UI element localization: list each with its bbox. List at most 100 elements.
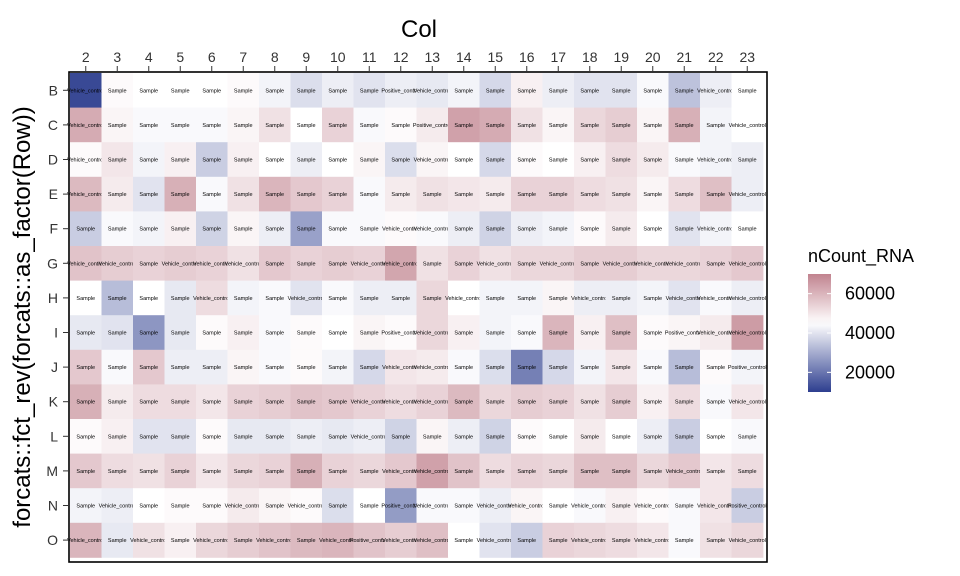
cell-label: Sample: [517, 331, 536, 337]
cell-label: Sample: [360, 331, 379, 337]
heatmap-cell: [479, 176, 512, 212]
heatmap-cell: [227, 73, 260, 108]
y-tick-label: J: [51, 359, 58, 375]
cell-label: Sample: [612, 227, 631, 233]
cell-label: Vehicle_control: [414, 88, 451, 94]
heatmap-cell: [574, 211, 606, 247]
heatmap-cell: [416, 211, 449, 247]
heatmap-cell: [637, 384, 669, 420]
heatmap-cell: [101, 246, 134, 281]
heatmap-cell: [479, 315, 512, 351]
heatmap-cell: [259, 488, 291, 524]
cell-label: Sample: [171, 331, 190, 337]
cell-label: Vehicle_control: [729, 400, 766, 406]
cell-label: Sample: [171, 158, 190, 164]
heatmap-cell: [133, 522, 165, 558]
cell-label: Sample: [423, 261, 442, 267]
heatmap-cell: [196, 73, 228, 108]
cell-label: Vehicle_control: [382, 261, 419, 267]
y-tick-label: M: [46, 463, 58, 479]
cell-label: Vehicle_control: [67, 88, 104, 94]
heatmap-cell: [70, 315, 102, 351]
cell-label: Sample: [76, 365, 95, 371]
cell-label: Sample: [297, 88, 316, 94]
cell-label: Sample: [76, 434, 95, 440]
y-axis: B C D E F G H I J K L M N O: [46, 82, 69, 548]
cell-label: Sample: [706, 123, 725, 129]
cell-label: Sample: [706, 365, 725, 371]
cell-label: Vehicle_control: [414, 469, 451, 475]
cell-label: Sample: [234, 227, 253, 233]
heatmap-cell: [637, 142, 669, 178]
cell-label: Sample: [580, 469, 599, 475]
heatmap-cell: [227, 107, 260, 143]
heatmap-cell: [353, 280, 386, 316]
heatmap-cell: [227, 453, 260, 489]
cell-label: Sample: [265, 227, 284, 233]
heatmap-cell: [668, 211, 701, 247]
heatmap-cell: [700, 142, 732, 178]
cell-label: Sample: [265, 469, 284, 475]
heatmap-cell: [479, 384, 512, 420]
heatmap-cell: [385, 280, 417, 316]
heatmap-cell: [322, 176, 354, 212]
heatmap-cell: [511, 453, 543, 489]
heatmap-cell: [668, 488, 701, 524]
cell-label: Sample: [517, 88, 536, 94]
cell-label: Vehicle_control: [697, 88, 734, 94]
heatmap-cell: [605, 246, 638, 281]
heatmap-cell: [511, 73, 543, 108]
cell-label: Sample: [265, 331, 284, 337]
cell-label: Sample: [454, 261, 473, 267]
cell-label: Sample: [454, 365, 473, 371]
cell-label: Sample: [706, 261, 725, 267]
heatmap-cell: [101, 419, 134, 454]
cell-label: Sample: [202, 331, 221, 337]
x-tick-label: 16: [519, 49, 535, 65]
heatmap-cell: [637, 73, 669, 108]
heatmap-cell: [259, 107, 291, 143]
heatmap-cell: [574, 176, 606, 212]
cell-label: Vehicle_control: [67, 261, 104, 267]
heatmap-cell: [227, 142, 260, 178]
cell-label: Sample: [297, 123, 316, 129]
cell-label: Sample: [297, 261, 316, 267]
heatmap-cell: [668, 142, 701, 178]
heatmap-cell: [133, 246, 165, 281]
x-tick-label: 19: [613, 49, 629, 65]
cell-label: Vehicle_control: [729, 331, 766, 337]
heatmap-cell: [731, 522, 764, 558]
heatmap-cell: [259, 349, 291, 385]
cell-label: Sample: [139, 261, 158, 267]
cell-label: Sample: [139, 400, 158, 406]
heatmap-cell: [259, 280, 291, 316]
heatmap-cell: [574, 246, 606, 281]
x-tick-label: 11: [362, 49, 377, 65]
cell-label: Sample: [549, 227, 568, 233]
panel-border: [68, 71, 768, 563]
cell-label: Sample: [139, 158, 158, 164]
heatmap-cell: [700, 176, 732, 212]
cell-label: Sample: [454, 192, 473, 198]
cell-label: Sample: [643, 434, 662, 440]
heatmap-cell: [637, 522, 669, 558]
heatmap-cell: [668, 349, 701, 385]
cell-label: Sample: [108, 434, 127, 440]
cell-label: Vehicle_control: [382, 538, 419, 544]
heatmap-cell: [353, 384, 386, 420]
cell-label: Sample: [202, 227, 221, 233]
heatmap-cell: [605, 211, 638, 247]
legend-tick-label: 40000: [845, 323, 895, 343]
heatmap-cell: [731, 176, 764, 212]
heatmap-cell: [700, 315, 732, 351]
heatmap-cell: [322, 419, 354, 454]
cell-label: Sample: [234, 192, 253, 198]
heatmap-cell: [164, 453, 197, 489]
heatmap-cell: [731, 280, 764, 316]
cell-label: Sample: [675, 538, 694, 544]
heatmap-cell: [700, 349, 732, 385]
heatmap-cell: [101, 384, 134, 420]
cell-label: Vehicle_control: [414, 331, 451, 337]
heatmap-cell: [668, 384, 701, 420]
heatmap-cell: [290, 488, 323, 524]
